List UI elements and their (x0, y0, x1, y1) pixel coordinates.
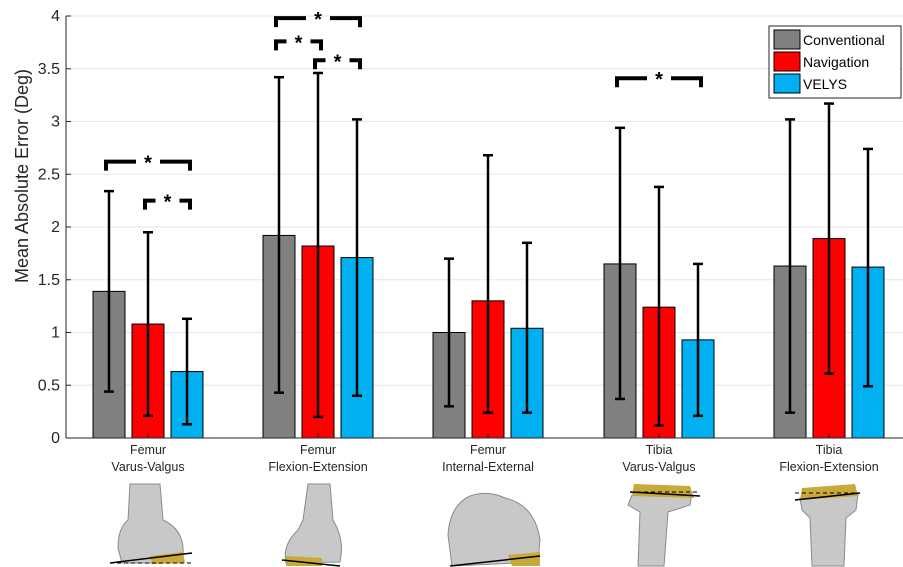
y-tick-label: 1.5 (38, 272, 60, 289)
significance-star: * (655, 69, 663, 91)
error-bar (313, 71, 323, 419)
x-tick-label: Flexion-Extension (779, 460, 878, 474)
femur-internal-external-bone (447, 492, 541, 567)
y-tick-label: 1 (51, 325, 60, 342)
significance-star: * (334, 51, 342, 73)
y-tick-label: 2.5 (38, 166, 60, 183)
x-tick-label: Internal-External (442, 460, 534, 474)
x-tick-label: Varus-Valgus (622, 460, 695, 474)
error-bars (104, 71, 873, 427)
x-tick-label: Varus-Valgus (111, 460, 184, 474)
x-tick-label: Tibia (646, 443, 673, 457)
femur-flexion-extension-bone (281, 483, 342, 567)
significance-bracket: * (615, 69, 703, 91)
legend-swatch (773, 29, 801, 50)
error-bar (693, 262, 703, 418)
legend-swatch (773, 73, 801, 94)
x-tick-label: Flexion-Extension (268, 460, 367, 474)
y-tick-label: 3 (51, 114, 60, 131)
error-bar (352, 118, 362, 398)
femur-varus-valgus-bone (109, 483, 193, 564)
legend-label: Conventional (803, 32, 885, 48)
legend-label: VELYS (803, 76, 847, 92)
significance-star: * (144, 153, 152, 175)
error-bar (104, 189, 114, 393)
significance-brackets: * * * * * * (104, 9, 703, 214)
error-bar (274, 75, 284, 394)
bone-illustrations (109, 483, 861, 567)
error-bar (483, 154, 493, 414)
y-tick-label: 0.5 (38, 377, 60, 394)
error-bar (615, 126, 625, 401)
x-tick-label: Femur (470, 443, 506, 457)
significance-star: * (295, 32, 303, 54)
y-tick-label: 2 (51, 219, 60, 236)
significance-bracket: * (313, 51, 362, 73)
legend-swatch (773, 51, 801, 72)
error-bar (143, 231, 153, 418)
significance-star: * (314, 9, 322, 31)
significance-bracket: * (104, 153, 192, 175)
y-tick-label: 3.5 (38, 61, 60, 78)
significance-bracket: * (274, 9, 362, 31)
x-tick-label: Femur (300, 443, 336, 457)
x-tick-label: Tibia (816, 443, 843, 457)
y-axis-title: Mean Absolute Error (Deg) (12, 69, 32, 283)
error-bar (654, 185, 664, 427)
error-bar (444, 257, 454, 408)
y-tick-label: 4 (51, 8, 60, 25)
significance-bracket: * (274, 32, 323, 54)
significance-bracket: * (143, 192, 192, 214)
error-bar (863, 147, 873, 388)
significance-star: * (164, 192, 172, 214)
tibia-flexion-extension-bone (794, 484, 861, 567)
legend: Conventional Navigation VELYS (768, 25, 902, 99)
grid-lines (66, 15, 903, 386)
tibia-varus-valgus-bone (627, 484, 701, 567)
y-tick-label: 0 (51, 430, 60, 447)
error-bar (522, 241, 532, 414)
axes: 0 0.5 1 1.5 2 2.5 3 3.5 4 Femur Varus-Valgus Femur F… (38, 8, 903, 474)
error-bar (785, 118, 795, 414)
x-tick-label: Femur (130, 443, 166, 457)
error-bar (824, 102, 834, 375)
legend-label: Navigation (803, 54, 869, 70)
error-bar (182, 317, 192, 426)
